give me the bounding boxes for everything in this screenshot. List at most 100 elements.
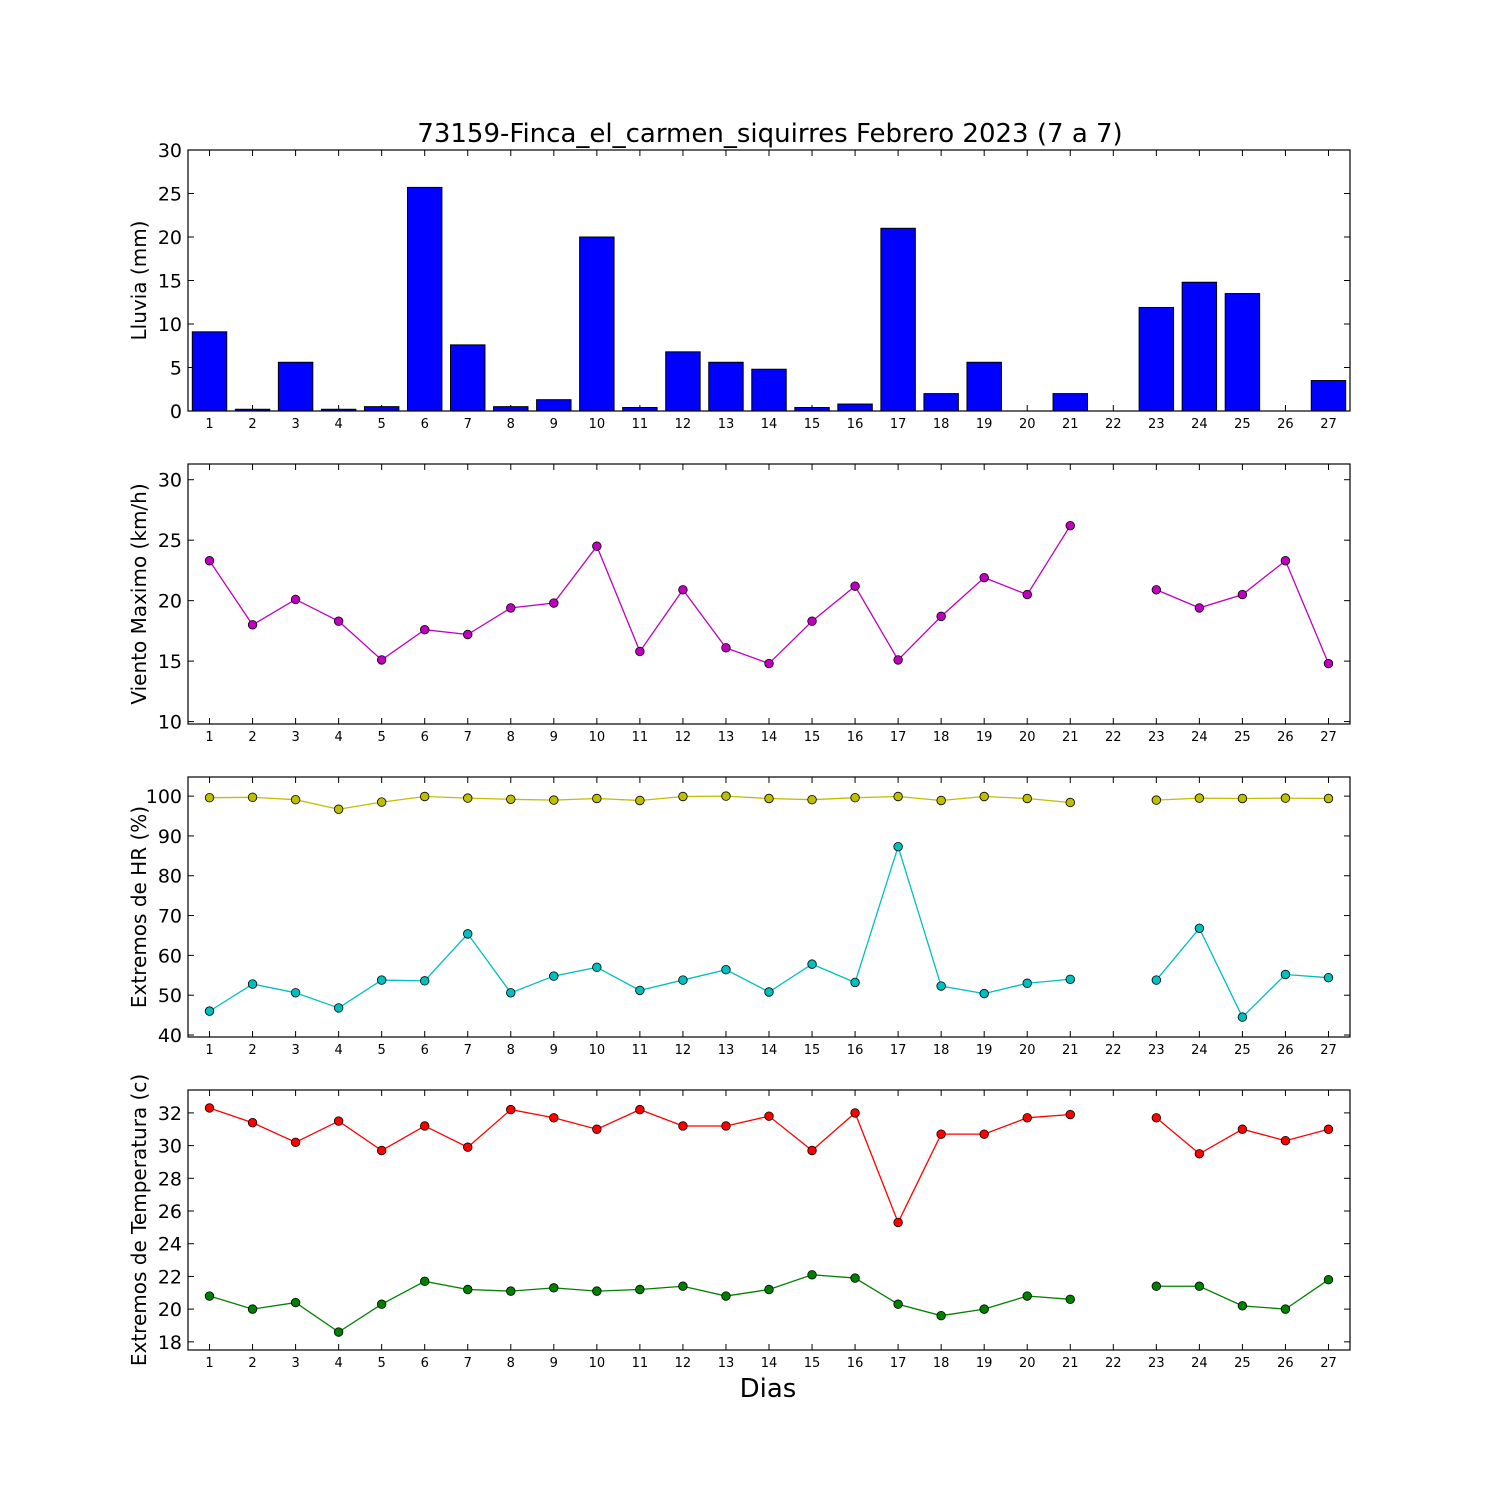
x-tick-label: 9 bbox=[550, 730, 558, 745]
series-2-point bbox=[678, 975, 688, 985]
y-tick-label: 70 bbox=[158, 906, 182, 928]
chart-title: 73159-Finca_el_carmen_siquirres Febrero … bbox=[417, 119, 1122, 149]
y-tick-label: 15 bbox=[158, 271, 182, 293]
series-1-point bbox=[592, 1124, 602, 1134]
series-1-point bbox=[1065, 797, 1075, 808]
series-1-point bbox=[807, 616, 817, 626]
x-tick-label: 9 bbox=[550, 1043, 558, 1058]
series-1-point bbox=[1280, 556, 1291, 566]
series-1-point bbox=[1151, 795, 1162, 805]
y-tick-label: 25 bbox=[158, 530, 182, 552]
y-tick-label: 10 bbox=[158, 314, 182, 336]
bar bbox=[966, 361, 1002, 412]
series-2-point bbox=[979, 1304, 989, 1314]
series-1-point bbox=[420, 1121, 430, 1131]
x-tick-label: 26 bbox=[1277, 730, 1294, 745]
x-tick-label: 27 bbox=[1320, 1356, 1337, 1371]
series-1-point bbox=[850, 1108, 860, 1118]
series-2-point bbox=[592, 962, 602, 973]
x-tick-label: 23 bbox=[1148, 1043, 1165, 1058]
series-2-point bbox=[764, 987, 774, 997]
series-1-point bbox=[1280, 793, 1291, 803]
series-1-point bbox=[893, 791, 903, 802]
x-tick-label: 11 bbox=[632, 1043, 649, 1058]
x-tick-label: 9 bbox=[550, 1356, 558, 1371]
y-axis-label: Viento Maximo (km/h) bbox=[127, 483, 151, 704]
series-2-point bbox=[936, 981, 946, 991]
bar bbox=[191, 331, 228, 412]
y-tick-label: 100 bbox=[146, 786, 182, 808]
y-tick-label: 90 bbox=[158, 826, 182, 848]
series-2-point bbox=[1151, 975, 1162, 985]
series-2-point bbox=[204, 1006, 215, 1016]
series-2-point bbox=[506, 1286, 516, 1296]
x-tick-label: 6 bbox=[421, 730, 429, 745]
series-1-point bbox=[979, 791, 989, 802]
x-tick-label: 13 bbox=[718, 1043, 735, 1058]
x-tick-label: 1 bbox=[205, 730, 213, 745]
series-1-point bbox=[1151, 1113, 1162, 1123]
bar bbox=[665, 351, 701, 412]
x-tick-label: 20 bbox=[1019, 1356, 1036, 1371]
series-2-point bbox=[893, 841, 903, 852]
series-1-point bbox=[721, 643, 731, 653]
series-1-point bbox=[549, 795, 559, 805]
series-1-point bbox=[376, 797, 387, 807]
series-2-point bbox=[376, 975, 387, 985]
series-2-point bbox=[678, 1281, 688, 1291]
series-2-point bbox=[1194, 1281, 1205, 1291]
series-2-point bbox=[979, 988, 989, 999]
series-1-point bbox=[1237, 793, 1248, 804]
x-tick-label: 19 bbox=[976, 730, 993, 745]
x-tick-label: 8 bbox=[507, 730, 515, 745]
x-tick-label: 25 bbox=[1234, 1043, 1251, 1058]
bar bbox=[751, 368, 787, 412]
x-tick-label: 25 bbox=[1234, 1356, 1251, 1371]
series-1-point bbox=[376, 1145, 387, 1156]
y-tick-label: 5 bbox=[170, 358, 182, 380]
bar bbox=[363, 406, 400, 412]
x-tick-label: 4 bbox=[334, 1356, 342, 1371]
x-tick-label: 7 bbox=[464, 730, 472, 745]
series-2-point bbox=[1280, 969, 1291, 980]
series-1-point bbox=[549, 598, 559, 608]
y-tick-label: 24 bbox=[158, 1234, 182, 1256]
series-1-point bbox=[936, 1129, 946, 1139]
x-tick-label: 22 bbox=[1105, 1043, 1122, 1058]
series-1-point bbox=[1194, 793, 1205, 803]
x-tick-label: 18 bbox=[933, 1356, 950, 1371]
series-2-point bbox=[592, 1286, 602, 1296]
x-tick-label: 10 bbox=[589, 417, 606, 432]
bar bbox=[277, 361, 314, 412]
x-tick-label: 5 bbox=[378, 1356, 386, 1371]
series-1-point bbox=[506, 1104, 516, 1115]
x-tick-label: 24 bbox=[1191, 730, 1208, 745]
y-tick-label: 26 bbox=[158, 1201, 182, 1223]
series-1-point bbox=[807, 1145, 817, 1156]
series-1-point bbox=[463, 793, 473, 803]
x-tick-label: 13 bbox=[718, 730, 735, 745]
series-2-point bbox=[850, 1273, 860, 1283]
series-2-point bbox=[1237, 1301, 1248, 1311]
x-tick-label: 10 bbox=[589, 1043, 606, 1058]
x-tick-label: 3 bbox=[291, 417, 299, 432]
series-1-point bbox=[506, 794, 516, 804]
bar bbox=[1224, 293, 1261, 412]
x-tick-label: 12 bbox=[675, 1356, 692, 1371]
x-tick-label: 16 bbox=[847, 1356, 864, 1371]
x-tick-label: 4 bbox=[334, 1043, 342, 1058]
y-tick-label: 22 bbox=[158, 1266, 182, 1288]
series-2-point bbox=[420, 976, 430, 986]
x-tick-label: 4 bbox=[334, 730, 342, 745]
x-tick-label: 22 bbox=[1105, 1356, 1122, 1371]
x-tick-label: 1 bbox=[205, 1043, 213, 1058]
series-1-point bbox=[893, 1217, 903, 1228]
series-1-point bbox=[936, 795, 946, 806]
x-tick-label: 22 bbox=[1105, 730, 1122, 745]
y-axis-label: Extremos de HR (%) bbox=[127, 806, 151, 1008]
x-tick-label: 8 bbox=[507, 1043, 515, 1058]
x-tick-label: 18 bbox=[933, 730, 950, 745]
x-tick-label: 17 bbox=[890, 417, 907, 432]
